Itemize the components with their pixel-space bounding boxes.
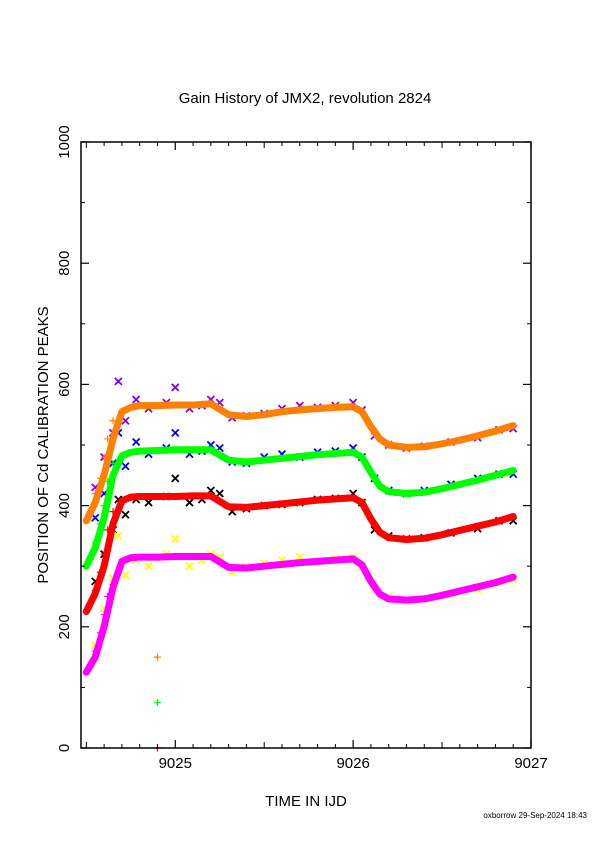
- data-point: [185, 498, 194, 507]
- point-series-4: [91, 377, 518, 492]
- y-axis-label: POSITION OF Cd CALIBRATION PEAKS: [35, 306, 52, 583]
- data-point: [215, 489, 224, 498]
- fit-curve-0: [82, 400, 517, 525]
- data-point: [185, 562, 194, 571]
- data-point: [121, 510, 130, 519]
- data-point: [171, 534, 180, 544]
- fit-curve-3: [82, 553, 517, 676]
- data-point: [114, 531, 123, 541]
- y-tick-label: 800: [56, 251, 73, 276]
- chart-axes: 0 200 400 600 800 1000 9025 9026 9027: [56, 125, 548, 772]
- data-point: [153, 699, 161, 707]
- footer-timestamp: oxborrow 29-Sep-2024 18:43: [483, 811, 587, 820]
- data-point: [91, 513, 100, 522]
- data-point: [114, 377, 123, 386]
- fit-curve-1: [82, 446, 517, 570]
- data-point: [144, 498, 153, 507]
- data-point: [121, 462, 130, 471]
- data-point: [132, 395, 141, 404]
- fit-curve-2: [82, 492, 517, 616]
- x-tick-label: 9027: [514, 755, 547, 772]
- data-point: [171, 474, 180, 483]
- data-point: [171, 428, 180, 438]
- y-tick-label: 1000: [56, 125, 73, 158]
- data-point: [171, 383, 180, 392]
- data-point: [153, 653, 161, 661]
- plot-frame: [80, 141, 532, 749]
- x-tick-label: 9026: [336, 755, 369, 772]
- x-tick-label: 9025: [159, 755, 192, 772]
- data-point: [132, 437, 141, 447]
- y-tick-label: 400: [56, 493, 73, 518]
- y-tick-label: 0: [56, 744, 73, 752]
- chart-data-layer: [82, 377, 518, 752]
- y-tick-label: 200: [56, 614, 73, 639]
- chart-title: Gain History of JMX2, revolution 2824: [179, 90, 432, 107]
- y-tick-label: 600: [56, 372, 73, 397]
- data-point: [121, 571, 130, 580]
- x-axis-label: TIME IN IJD: [265, 793, 347, 810]
- data-point: [144, 562, 153, 571]
